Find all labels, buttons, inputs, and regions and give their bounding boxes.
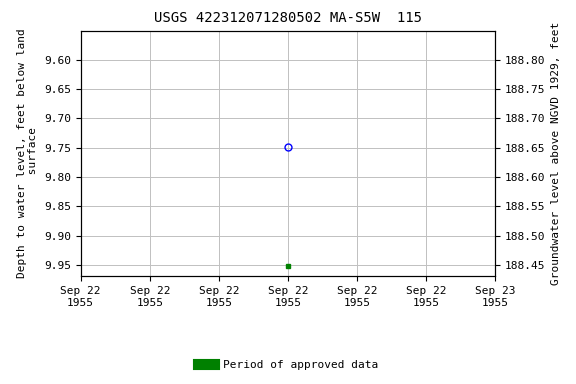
Y-axis label: Groundwater level above NGVD 1929, feet: Groundwater level above NGVD 1929, feet xyxy=(551,22,561,285)
Legend: Period of approved data: Period of approved data xyxy=(193,355,383,374)
Title: USGS 422312071280502 MA-S5W  115: USGS 422312071280502 MA-S5W 115 xyxy=(154,12,422,25)
Y-axis label: Depth to water level, feet below land
 surface: Depth to water level, feet below land su… xyxy=(17,29,39,278)
